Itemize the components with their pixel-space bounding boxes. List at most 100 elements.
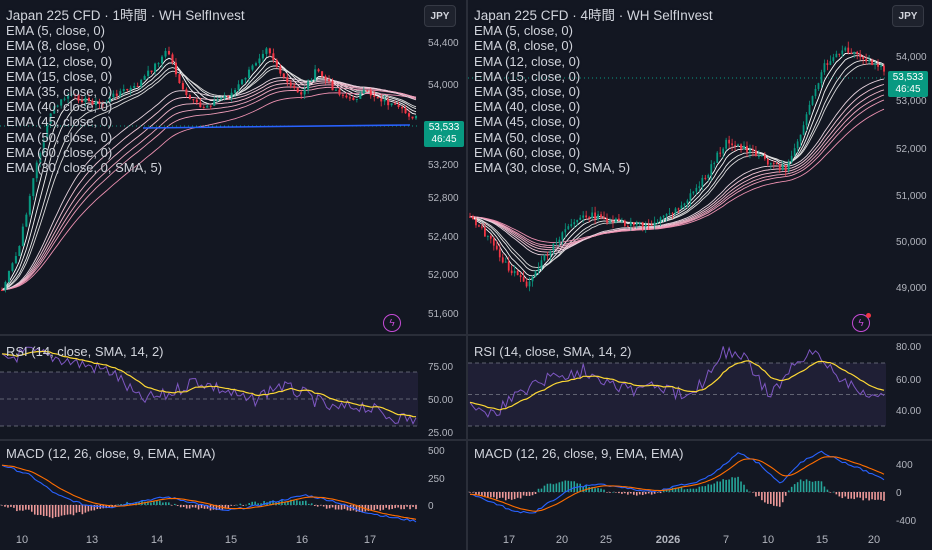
- macd-histogram-bar: [787, 490, 790, 492]
- candle-body: [390, 103, 393, 106]
- macd-histogram-bar: [296, 500, 298, 505]
- candle-body: [564, 229, 567, 233]
- alert-bolt-icon[interactable]: ϟ: [383, 314, 401, 332]
- candle-body: [868, 60, 870, 62]
- macd-histogram-bar: [826, 489, 829, 492]
- macd-histogram-bar: [540, 488, 543, 492]
- candle-body: [772, 163, 775, 165]
- candle-body: [802, 125, 805, 135]
- currency-badge[interactable]: JPY: [424, 5, 456, 27]
- candle-body: [495, 245, 498, 250]
- candle-body: [755, 150, 757, 157]
- chart-canvas-1h[interactable]: 54,40054,00053,60053,20052,80052,40052,0…: [0, 0, 466, 550]
- macd-histogram-bar: [299, 501, 301, 505]
- macd-histogram-bar: [689, 488, 692, 492]
- rsi-legend[interactable]: RSI (14, close, SMA, 14, 2): [6, 344, 164, 359]
- macd-histogram-bar: [802, 481, 805, 492]
- macd-histogram-bar: [537, 488, 540, 492]
- macd-histogram-bar: [245, 504, 248, 506]
- candle-body: [531, 276, 534, 282]
- macd-histogram-bar: [25, 505, 27, 510]
- macd-histogram-bar: [1, 505, 3, 506]
- rsi-axis-label: 75.00: [428, 362, 453, 373]
- macd-histogram-bar: [579, 483, 582, 492]
- macd-histogram-bar: [120, 504, 122, 505]
- macd-histogram-bar: [767, 492, 769, 504]
- candle-body: [53, 106, 56, 114]
- alert-bolt-icon[interactable]: ϟ: [852, 313, 871, 332]
- price-axis-label: 54,400: [428, 38, 459, 49]
- macd-histogram-bar: [546, 483, 549, 492]
- macd-histogram-bar: [156, 500, 158, 505]
- macd-histogram-bar: [153, 501, 155, 505]
- candle-body: [230, 92, 233, 97]
- macd-histogram-bar: [16, 505, 18, 512]
- macd-histogram-bar: [325, 505, 328, 509]
- candle-body: [307, 81, 310, 90]
- macd-histogram-bar: [167, 502, 170, 505]
- time-axis-label: 20: [868, 534, 880, 546]
- macd-histogram-bar: [618, 492, 620, 494]
- chart-pane-4h[interactable]: 54,000 53,000 52,000 51,000 50,000 49,000 80.0…: [468, 0, 932, 550]
- macd-histogram-bar: [147, 501, 149, 505]
- macd-histogram-bar: [293, 500, 295, 505]
- macd-histogram-bar: [650, 492, 653, 495]
- candle-body: [501, 257, 504, 263]
- rsi-legend[interactable]: RSI (14, close, SMA, 14, 2): [474, 344, 632, 359]
- macd-axis-label: 0: [896, 488, 902, 499]
- macd-histogram-bar: [701, 486, 704, 492]
- macd-legend[interactable]: MACD (12, 26, close, 9, EMA, EMA): [474, 446, 684, 461]
- candle-body: [823, 63, 826, 73]
- macd-histogram-bar: [105, 505, 108, 509]
- macd-histogram-bar: [883, 492, 885, 501]
- chart-pane-1h[interactable]: 54,40054,00053,60053,20052,80052,40052,0…: [0, 0, 466, 550]
- candle-body: [623, 220, 626, 226]
- bar-countdown: 46:45: [895, 84, 921, 95]
- candle-body: [174, 62, 177, 75]
- macd-histogram-bar: [346, 505, 349, 511]
- macd-histogram-bar: [597, 488, 599, 492]
- candle-body: [540, 260, 543, 269]
- candle-body: [300, 92, 303, 95]
- candle-body: [21, 226, 24, 247]
- pane-divider[interactable]: [466, 0, 468, 550]
- candle-body: [784, 165, 787, 171]
- macd-histogram-bar: [516, 492, 519, 498]
- macd-histogram-bar: [481, 492, 483, 496]
- macd-histogram-bar: [775, 492, 778, 507]
- macd-legend[interactable]: MACD (12, 26, close, 9, EMA, EMA): [6, 446, 216, 461]
- macd-histogram-bar: [698, 486, 701, 492]
- candle-body: [272, 53, 275, 61]
- currency-badge[interactable]: JPY: [892, 5, 924, 27]
- chart-canvas-4h[interactable]: 54,000 53,000 52,000 51,000 50,000 49,000 80.0…: [468, 0, 932, 550]
- candle-body: [282, 73, 285, 78]
- candle-body: [0, 289, 4, 291]
- macd-histogram-bar: [844, 492, 847, 497]
- candle-body: [202, 107, 205, 109]
- candle-body: [167, 50, 171, 55]
- ema-line: [1, 92, 417, 291]
- macd-histogram-bar: [555, 483, 558, 492]
- candle-body: [380, 98, 383, 102]
- candle-body: [638, 222, 641, 224]
- candle-body: [695, 187, 698, 192]
- macd-histogram-bar: [412, 505, 414, 508]
- candle-body: [534, 270, 537, 277]
- macd-histogram-bar: [796, 482, 799, 492]
- macd-histogram-bar: [304, 500, 307, 505]
- macd-histogram-bar: [233, 505, 236, 506]
- macd-histogram-bar: [165, 502, 167, 505]
- macd-histogram-bar: [185, 505, 188, 509]
- macd-histogram-bar: [621, 492, 623, 494]
- candle-body: [91, 100, 94, 106]
- candle-body: [701, 177, 704, 187]
- macd-histogram-bar: [319, 505, 322, 506]
- macd-histogram-bar: [239, 503, 242, 505]
- candle-body: [632, 222, 635, 226]
- candle-body: [171, 54, 174, 63]
- macd-histogram-bar: [772, 492, 775, 506]
- macd-histogram-bar: [406, 505, 408, 507]
- macd-histogram-bar: [328, 505, 331, 509]
- candle-body: [760, 155, 763, 157]
- macd-histogram-bar: [874, 492, 876, 500]
